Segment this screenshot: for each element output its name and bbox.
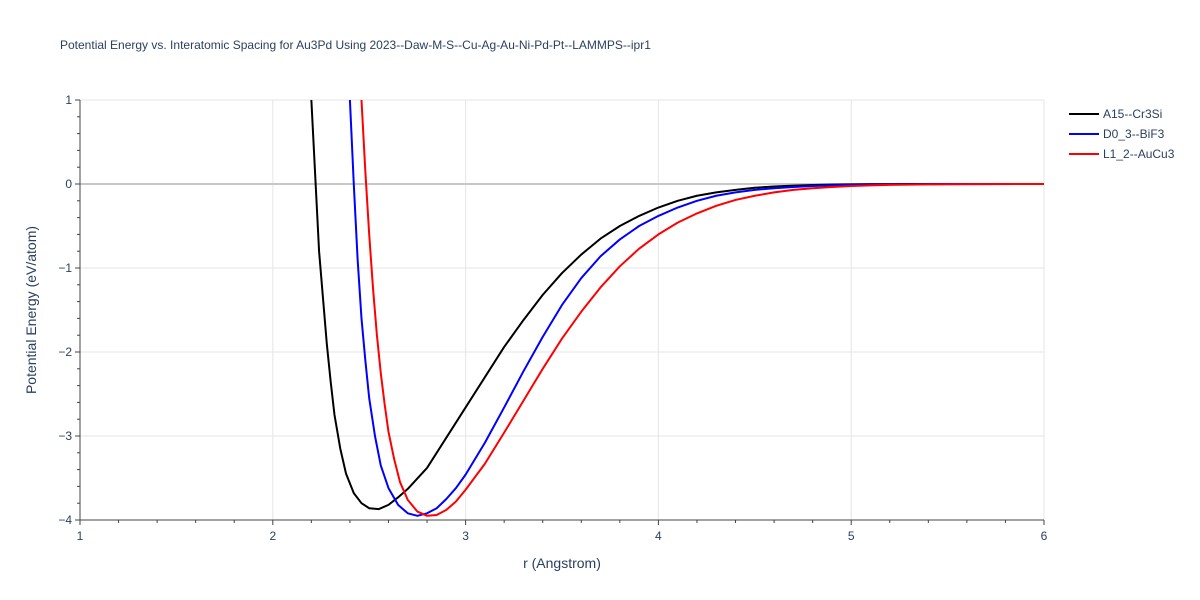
y-axis-title: Potential Energy (eV/atom) (23, 226, 39, 394)
legend-item[interactable]: A15--Cr3Si (1069, 107, 1162, 121)
y-tick-label: −1 (58, 261, 72, 275)
x-gridlines (272, 100, 1045, 520)
x-tick-label: 2 (269, 529, 276, 543)
y-tick-label: −2 (58, 345, 72, 359)
legend-label: A15--Cr3Si (1103, 107, 1162, 121)
y-tick-label: 1 (65, 93, 72, 107)
series-lines (310, 100, 1044, 517)
x-tick-label: 1 (77, 529, 84, 543)
legend-item[interactable]: D0_3--BiF3 (1069, 127, 1165, 141)
x-tick-label: 3 (462, 529, 469, 543)
x-tick-label: 4 (655, 529, 662, 543)
series-line-0[interactable] (310, 100, 1044, 511)
series-line-2[interactable] (360, 100, 1044, 517)
chart-title: Potential Energy vs. Interatomic Spacing… (60, 38, 651, 52)
legend-label: D0_3--BiF3 (1103, 127, 1165, 141)
y-tick-label: −4 (58, 513, 72, 527)
y-tick-labels: −4 −3 −2 −1 0 1 (58, 93, 72, 527)
y-tick-label: −3 (58, 429, 72, 443)
x-tick-label: 6 (1041, 529, 1048, 543)
x-tick-label: 5 (848, 529, 855, 543)
series-line-1[interactable] (348, 100, 1044, 517)
legend[interactable]: A15--Cr3Si D0_3--BiF3 L1_2--AuCu3 (1069, 107, 1175, 161)
y-gridlines (80, 99, 1044, 437)
x-axis-title: r (Angstrom) (523, 555, 601, 571)
x-tick-labels: 1 2 3 4 5 6 (77, 529, 1048, 543)
legend-item[interactable]: L1_2--AuCu3 (1069, 147, 1175, 161)
legend-label: L1_2--AuCu3 (1103, 147, 1175, 161)
y-tick-label: 0 (65, 177, 72, 191)
axes (75, 99, 1045, 525)
